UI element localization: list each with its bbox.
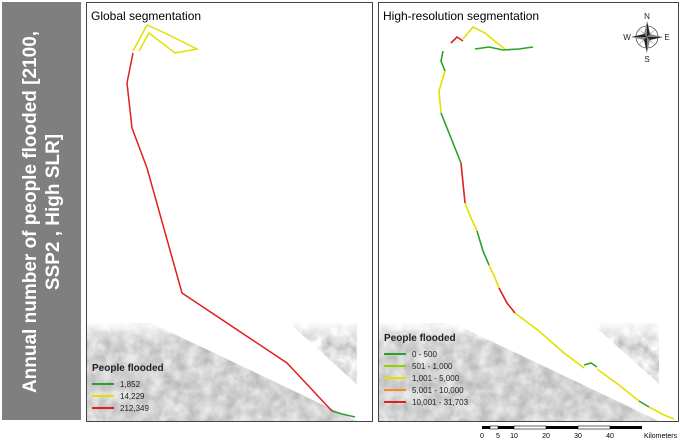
legend-label: 501 - 1,000 <box>412 361 453 371</box>
scale-unit: Kilometers <box>644 433 678 440</box>
coast-segment <box>440 50 446 72</box>
side-label-box: Annual number of people flooded [2100, S… <box>2 2 81 420</box>
legend-swatch <box>384 389 406 391</box>
legend-item: 5,001 - 10,000 <box>384 384 468 396</box>
compass-n: N <box>644 12 650 21</box>
coastline-global <box>126 24 356 418</box>
legend-label: 1,001 - 5,000 <box>412 373 460 383</box>
map-panel-global: Global segmentation People flooded 1,852… <box>86 2 373 422</box>
legend-item: 212,349 <box>92 402 164 414</box>
coast-segment-yellow <box>132 24 200 54</box>
scale-tick: 5 <box>496 433 500 440</box>
legend-item: 14,229 <box>92 390 164 402</box>
coast-segment-red <box>126 52 333 412</box>
legend-title: People flooded <box>92 363 164 374</box>
legend-label: 0 - 500 <box>412 349 437 359</box>
coastline-highres <box>438 26 675 420</box>
compass-e: E <box>664 33 669 42</box>
panel-title-highres: High-resolution segmentation <box>383 9 540 23</box>
coast-segment <box>498 287 516 314</box>
legend-swatch <box>384 353 406 355</box>
scale-tick: 20 <box>542 433 550 440</box>
compass-rose: N S E W <box>623 12 669 64</box>
legend-label: 212,349 <box>120 403 149 413</box>
coast-segment <box>450 35 464 44</box>
coast-segment <box>583 362 598 368</box>
legend-label: 10,001 - 31,703 <box>412 397 469 407</box>
legend-swatch <box>92 383 114 385</box>
map-panel-highres: N S E W High-resolution segmentation Peo… <box>378 2 679 422</box>
compass-w: W <box>623 33 631 42</box>
coast-segment <box>460 162 466 204</box>
legend-item: 10,001 - 31,703 <box>384 396 468 408</box>
coast-segment <box>464 202 478 232</box>
coast-segment <box>648 406 675 420</box>
side-label: Annual number of people flooded [2100, S… <box>20 30 64 394</box>
coast-segment-green <box>331 410 356 418</box>
legend-label: 5,001 - 10,000 <box>412 385 464 395</box>
coast-segment <box>596 368 640 402</box>
scale-tick: 30 <box>574 433 582 440</box>
coast-segment <box>476 230 490 266</box>
legend-swatch <box>92 407 114 409</box>
legend-highres: People flooded 0 - 500 501 - 1,000 1,001… <box>384 333 468 408</box>
coast-segment <box>474 46 534 51</box>
coast-segment <box>638 400 650 408</box>
scale-bar-segments <box>482 425 642 430</box>
legend-swatch <box>384 365 406 367</box>
scale-bar: 0 5 10 20 30 40 Kilometers <box>480 425 678 440</box>
legend-title: People flooded <box>384 333 456 344</box>
compass-s: S <box>644 55 649 64</box>
panel-title-global: Global segmentation <box>91 9 202 23</box>
scale-tick: 40 <box>606 433 614 440</box>
legend-swatch <box>384 401 406 403</box>
legend-item: 0 - 500 <box>384 348 468 360</box>
coast-segment <box>514 312 585 369</box>
legend-global: People flooded 1,852 14,229 212,349 <box>92 363 164 414</box>
map-global <box>87 24 372 421</box>
legend-swatch <box>384 377 406 379</box>
coast-segment <box>440 112 462 164</box>
terrain-relief <box>87 319 372 421</box>
scale-tick: 10 <box>510 433 518 440</box>
coast-segment <box>488 264 500 289</box>
coast-segment <box>462 26 506 50</box>
map-highres: N S E W <box>379 12 678 421</box>
legend-label: 1,852 <box>120 379 141 389</box>
legend-swatch <box>92 395 114 397</box>
legend-label: 14,229 <box>120 391 145 401</box>
legend-item: 1,001 - 5,000 <box>384 372 468 384</box>
terrain-relief <box>379 319 678 421</box>
coast-segment <box>438 70 446 114</box>
scale-tick: 0 <box>480 433 484 440</box>
legend-item: 501 - 1,000 <box>384 360 468 372</box>
legend-item: 1,852 <box>92 378 164 390</box>
